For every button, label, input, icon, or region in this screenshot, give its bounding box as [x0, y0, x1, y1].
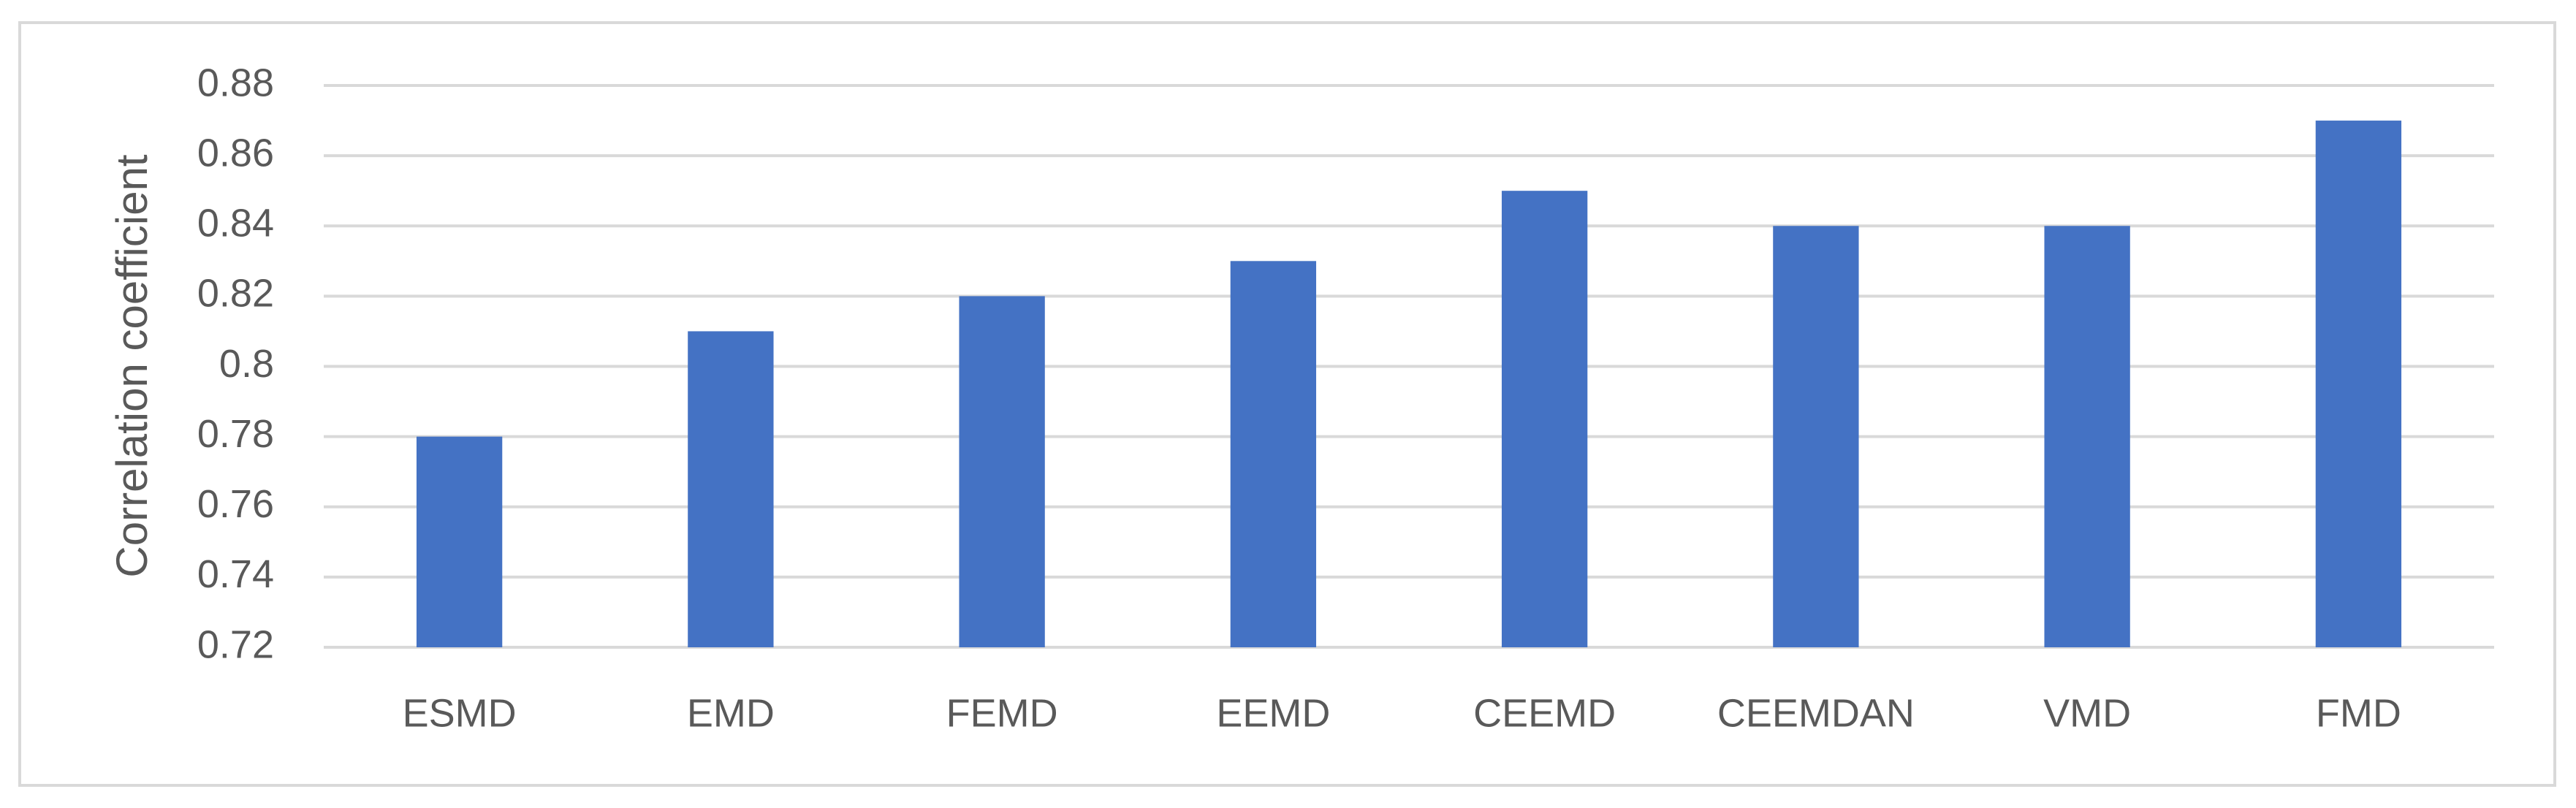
- y-tick-label: 0.8: [219, 342, 274, 386]
- bar: [416, 436, 503, 647]
- bar: [2044, 226, 2130, 647]
- y-tick-label: 0.86: [197, 131, 274, 175]
- bar: [1773, 226, 1859, 647]
- bar: [959, 296, 1045, 647]
- y-tick-label: 0.78: [197, 412, 274, 456]
- y-tick-label: 0.72: [197, 622, 274, 666]
- bar: [688, 331, 774, 647]
- bar: [1230, 261, 1317, 647]
- y-axis-label: Correlation coefficient: [107, 154, 156, 578]
- y-tick-label: 0.84: [197, 202, 274, 245]
- bar: [1501, 191, 1588, 647]
- x-tick-label: CEEMDAN: [1717, 691, 1915, 735]
- x-tick-label: CEEMD: [1473, 691, 1616, 735]
- y-tick-label: 0.74: [197, 552, 274, 596]
- y-tick-label: 0.76: [197, 482, 274, 526]
- y-tick-label: 0.82: [197, 272, 274, 316]
- x-tick-label: ESMD: [403, 691, 517, 735]
- x-tick-label: EMD: [687, 691, 775, 735]
- x-tick-label: EEMD: [1216, 691, 1330, 735]
- bar: [2315, 121, 2402, 647]
- x-tick-label: FEMD: [946, 691, 1058, 735]
- y-tick-label: 0.88: [197, 61, 274, 104]
- x-tick-label: FMD: [2316, 691, 2401, 735]
- x-tick-label: VMD: [2043, 691, 2131, 735]
